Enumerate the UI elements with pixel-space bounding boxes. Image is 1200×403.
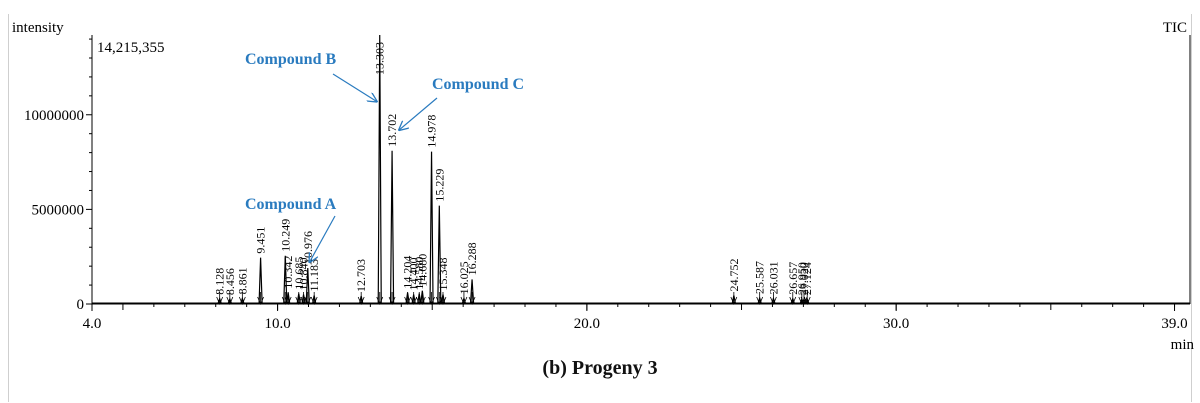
- x-tick-label: 20.0: [574, 316, 600, 332]
- x-tick-label: 4.0: [83, 316, 102, 332]
- peak-line: [283, 255, 288, 304]
- compound-a-label: Compound A: [245, 196, 337, 213]
- peak-rt-label: 8.456: [223, 268, 237, 295]
- peak-marker: [257, 292, 264, 306]
- peak-marker: [800, 292, 808, 306]
- peak-rt-label: 16.288: [465, 242, 479, 275]
- peak-marker: [226, 292, 234, 306]
- peak-rt-label: 25.587: [753, 261, 767, 294]
- peak-rt-label: 10.249: [278, 219, 292, 252]
- peak-rt-label: 27.020: [797, 262, 811, 295]
- max-intensity-label: 14,215,355: [97, 40, 165, 56]
- peak-line: [258, 257, 263, 304]
- peak-marker: [376, 292, 384, 306]
- y-tick-label: 10000000: [24, 108, 84, 124]
- peak-marker: [410, 292, 418, 306]
- peak-marker: [284, 292, 292, 306]
- compound-b-label: Compound B: [245, 51, 336, 68]
- peak-rt-label: 12.703: [354, 259, 368, 292]
- peak-rt-label: 8.128: [213, 268, 227, 295]
- peak-rt-label: 27.124: [800, 262, 814, 295]
- chromatogram-chart: 4.0 10.0 20.0 30.0 39.0 0 5000000 10000000 8.12…: [12, 20, 1195, 353]
- peak-marker: [418, 292, 426, 306]
- peak-line: [305, 268, 310, 304]
- peak-rt-label: 16.025: [457, 261, 471, 294]
- compound-annotations: Compound A Compound B Compound C: [245, 51, 524, 262]
- axes: 4.0 10.0 20.0 30.0 39.0 0 5000000 10000000: [24, 35, 1191, 332]
- figure-caption: (b) Progeny 3: [542, 357, 658, 379]
- peak-line: [389, 150, 395, 304]
- header-strip: [0, 0, 1200, 14]
- tic-trace: [92, 34, 1190, 306]
- peak-marker: [428, 292, 435, 306]
- peak-rt-label: 11.183: [307, 259, 321, 292]
- peak-marker: [388, 292, 396, 306]
- peak-rt-label: 24.752: [727, 258, 741, 291]
- peak-rt-label: 10.342: [281, 256, 295, 289]
- x-tick-label: 30.0: [883, 316, 909, 332]
- peak-line: [377, 34, 382, 304]
- x-tick-label: 39.0: [1161, 316, 1187, 332]
- peak-marker: [730, 292, 738, 306]
- compound-a-arrow: [310, 215, 336, 262]
- trace-label: TIC: [1163, 20, 1187, 36]
- peak-rt-label: 26.950: [795, 262, 809, 295]
- compound-c-label: Compound C: [432, 76, 524, 93]
- peak-rt-label: 14.400: [407, 258, 421, 291]
- x-tick-label: 10.0: [264, 316, 290, 332]
- peak-marker: [756, 292, 764, 306]
- x-axis-label: min: [1171, 337, 1195, 353]
- peak-rt-label: 26.657: [786, 262, 800, 295]
- y-axis-label: intensity: [12, 20, 64, 36]
- compound-c-arrow: [399, 97, 438, 130]
- peak-marker: [789, 292, 797, 306]
- peak-rt-label: 13.303: [373, 42, 387, 75]
- peak-rt-label: 14.204: [401, 256, 415, 289]
- peak-marker: [770, 292, 777, 306]
- peak-rt-label: 10.840: [297, 258, 311, 291]
- peak-rt-label: 14.580: [412, 257, 426, 290]
- peak-rt-label: 15.348: [436, 258, 450, 291]
- peak-marker: [404, 292, 411, 306]
- peak-rt-label: 14.978: [425, 115, 439, 148]
- y-tick-label: 0: [77, 297, 85, 313]
- peak-rt-label: 8.861: [235, 267, 249, 294]
- peak-marker: [439, 292, 447, 306]
- peak-rt-label: 26.031: [766, 261, 780, 294]
- peak-marker: [357, 292, 365, 306]
- peak-rt-label: 9.451: [254, 227, 268, 254]
- peak-line: [420, 290, 425, 304]
- peak-line: [429, 151, 434, 304]
- peak-rt-label: 15.229: [432, 169, 446, 202]
- peak-marker: [216, 292, 224, 306]
- peak-marker: [295, 292, 303, 306]
- y-tick-label: 5000000: [32, 202, 85, 218]
- compound-b-arrow: [332, 73, 377, 102]
- peak-marker: [238, 292, 246, 306]
- peak-line: [469, 279, 475, 304]
- peak-rt-label: 10.685: [292, 257, 306, 290]
- peak-marker: [304, 292, 312, 306]
- peak-line: [437, 205, 442, 304]
- peak-rt-label: 14.680: [415, 254, 429, 287]
- peak-marker: [803, 292, 811, 306]
- peak-marker: [310, 292, 318, 306]
- peak-marker: [468, 292, 476, 306]
- peak-rt-label: 13.702: [385, 114, 399, 147]
- peak-marker: [460, 292, 468, 306]
